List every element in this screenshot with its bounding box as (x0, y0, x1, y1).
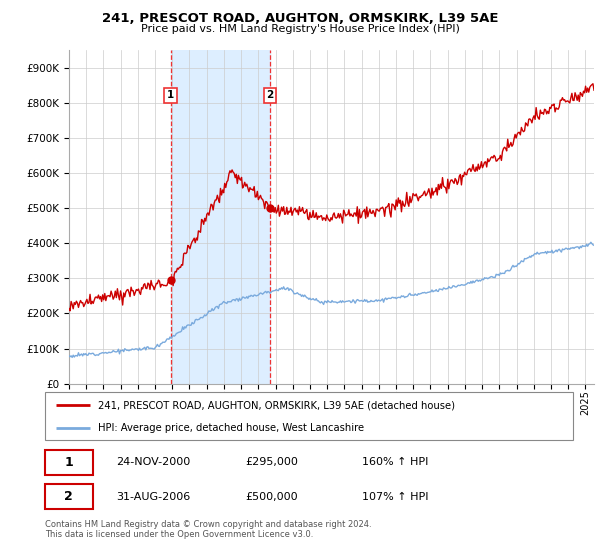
Text: Contains HM Land Registry data © Crown copyright and database right 2024.
This d: Contains HM Land Registry data © Crown c… (45, 520, 371, 539)
Text: Price paid vs. HM Land Registry's House Price Index (HPI): Price paid vs. HM Land Registry's House … (140, 24, 460, 34)
Text: 1: 1 (167, 90, 174, 100)
Text: 1: 1 (64, 456, 73, 469)
Text: 107% ↑ HPI: 107% ↑ HPI (362, 492, 428, 502)
Bar (45, 484, 92, 509)
Text: 241, PRESCOT ROAD, AUGHTON, ORMSKIRK, L39 5AE (detached house): 241, PRESCOT ROAD, AUGHTON, ORMSKIRK, L3… (98, 400, 455, 410)
Bar (170, 50, 270, 384)
Text: £295,000: £295,000 (245, 457, 299, 467)
Text: 241, PRESCOT ROAD, AUGHTON, ORMSKIRK, L39 5AE: 241, PRESCOT ROAD, AUGHTON, ORMSKIRK, L3… (102, 12, 498, 25)
Bar (45, 450, 92, 475)
Text: 24-NOV-2000: 24-NOV-2000 (116, 457, 191, 467)
Text: 2: 2 (266, 90, 274, 100)
Text: 31-AUG-2006: 31-AUG-2006 (116, 492, 191, 502)
Text: HPI: Average price, detached house, West Lancashire: HPI: Average price, detached house, West… (98, 423, 364, 433)
Text: 2: 2 (64, 490, 73, 503)
Text: £500,000: £500,000 (245, 492, 298, 502)
Text: 160% ↑ HPI: 160% ↑ HPI (362, 457, 428, 467)
